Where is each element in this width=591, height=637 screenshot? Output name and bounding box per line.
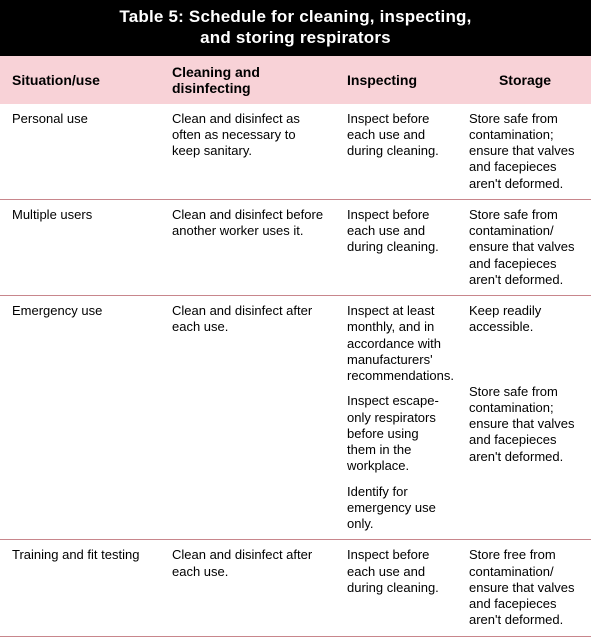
table-row: Training and fit testing Clean and disin… [0, 540, 591, 636]
cell-situation: Multiple users [0, 199, 160, 295]
cell-cleaning: Clean and disinfect before another worke… [160, 199, 335, 295]
storage-block: Store free from contamination/ ensure th… [469, 547, 581, 628]
table-row: Personal use Clean and disinfect as ofte… [0, 104, 591, 200]
respirator-schedule-table: Table 5: Schedule for cleaning, inspecti… [0, 0, 591, 637]
cell-inspecting: Inspect before each use and during clean… [335, 199, 457, 295]
inspect-block: Identify for emergency use only. [347, 484, 447, 533]
table-row: Emergency use Clean and disinfect after … [0, 296, 591, 540]
cell-situation: Training and fit testing [0, 540, 160, 636]
storage-block: Store safe from contamination; ensure th… [469, 111, 581, 192]
col-header-storage: Storage [457, 56, 591, 104]
inspect-block: Inspect before each use and during clean… [347, 111, 447, 160]
storage-block: Store safe from contamination/ ensure th… [469, 207, 581, 288]
col-header-cleaning: Cleaning and disinfecting [160, 56, 335, 104]
col-header-situation: Situation/use [0, 56, 160, 104]
inspect-block: Inspect before each use and during clean… [347, 547, 447, 596]
title-line-1: Table 5: Schedule for cleaning, inspecti… [119, 7, 471, 26]
col-header-inspecting: Inspecting [335, 56, 457, 104]
cell-cleaning: Clean and disinfect as often as necessar… [160, 104, 335, 200]
cell-inspecting: Inspect before each use and during clean… [335, 104, 457, 200]
cell-situation: Emergency use [0, 296, 160, 540]
schedule-grid: Situation/use Cleaning and disinfecting … [0, 56, 591, 637]
cell-storage: Store safe from contamination; ensure th… [457, 104, 591, 200]
cell-cleaning: Clean and disinfect after each use. [160, 296, 335, 540]
storage-block: Store safe from contamination; ensure th… [469, 384, 581, 465]
inspect-block: Inspect at least monthly, and in accorda… [347, 303, 447, 384]
title-line-2: and storing respirators [200, 28, 391, 47]
table-row: Multiple users Clean and disinfect befor… [0, 199, 591, 295]
table-title: Table 5: Schedule for cleaning, inspecti… [0, 0, 591, 56]
storage-block: Keep readily accessible. [469, 303, 581, 336]
cell-cleaning: Clean and disinfect after each use. [160, 540, 335, 636]
cell-storage: Keep readily accessible. Store safe from… [457, 296, 591, 540]
cell-inspecting: Inspect at least monthly, and in accorda… [335, 296, 457, 540]
header-row: Situation/use Cleaning and disinfecting … [0, 56, 591, 104]
table-body: Personal use Clean and disinfect as ofte… [0, 104, 591, 637]
cell-storage: Store free from contamination/ ensure th… [457, 540, 591, 636]
inspect-block: Inspect escape-only respirators before u… [347, 393, 447, 474]
cell-inspecting: Inspect before each use and during clean… [335, 540, 457, 636]
inspect-block: Inspect before each use and during clean… [347, 207, 447, 256]
cell-situation: Personal use [0, 104, 160, 200]
cell-storage: Store safe from contamination/ ensure th… [457, 199, 591, 295]
